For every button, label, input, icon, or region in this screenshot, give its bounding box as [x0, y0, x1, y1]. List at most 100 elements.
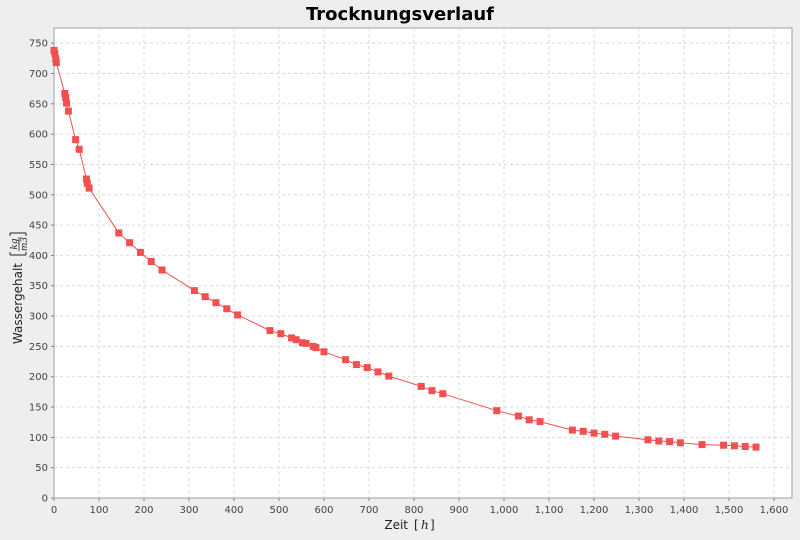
plot-area [53, 27, 793, 499]
data-point [147, 258, 155, 265]
x-tick-label: 1,000 [490, 505, 519, 516]
y-tick-label: 500 [29, 190, 48, 201]
x-tick-label: 900 [449, 505, 468, 516]
y-tick-label: 550 [29, 160, 48, 171]
x-axis-label: Zeit [384, 518, 408, 532]
x-tick-label: 400 [224, 505, 243, 516]
x-tick-label: 1,600 [760, 505, 789, 516]
x-axis-unit-bracket-right: ] [430, 518, 435, 532]
y-tick-label: 650 [29, 99, 48, 110]
series-wassergehalt [50, 46, 760, 451]
data-point [741, 443, 749, 450]
data-point [52, 59, 60, 67]
x-tick-label: 1,500 [715, 505, 744, 516]
x-tick-label: 1,100 [535, 505, 564, 516]
data-point [298, 339, 306, 347]
data-point [363, 364, 371, 372]
y-tick-label: 100 [29, 433, 48, 444]
x-tick-label: 1,300 [625, 505, 654, 516]
data-point [223, 305, 231, 313]
data-point [676, 439, 684, 447]
x-tick-label: 300 [179, 505, 198, 516]
data-point [385, 372, 393, 380]
y-axis-unit-numerator: kg [10, 238, 20, 249]
data-point [666, 438, 674, 446]
data-point [201, 293, 209, 301]
data-point [234, 311, 242, 319]
data-point [320, 348, 328, 356]
y-axis-unit: kg m3 [9, 232, 30, 256]
grid-lines [54, 28, 792, 498]
x-tick-label: 0 [51, 505, 57, 516]
x-tick-label: 1,400 [670, 505, 699, 516]
data-point [655, 437, 663, 445]
data-point [62, 94, 70, 102]
data-point [61, 90, 69, 97]
y-tick-label: 50 [35, 463, 48, 474]
y-tick-label: 150 [29, 403, 48, 414]
data-point [83, 179, 91, 187]
series-line [53, 50, 757, 448]
x-tick-label: 500 [269, 505, 288, 516]
y-tick-label: 350 [29, 281, 48, 292]
data-point [158, 266, 166, 274]
x-tick-label: 600 [314, 505, 333, 516]
data-point [292, 336, 300, 344]
data-point [136, 248, 144, 256]
data-point [590, 429, 598, 437]
y-tick-label: 750 [29, 39, 48, 50]
data-point [417, 382, 425, 390]
y-axis-title: Wassergehalt kg m3 [9, 232, 30, 344]
data-point [85, 184, 93, 192]
y-tick-label: 450 [29, 221, 48, 232]
y-tick-label: 600 [29, 130, 48, 141]
data-point [536, 418, 544, 426]
y-tick-label: 0 [42, 494, 48, 505]
y-tick-label: 300 [29, 312, 48, 323]
data-point [752, 443, 760, 451]
y-tick-label: 200 [29, 372, 48, 383]
chart-title: Trocknungsverlauf [306, 4, 494, 25]
y-tick-label: 400 [29, 251, 48, 262]
data-point [51, 50, 59, 57]
data-point [428, 387, 436, 395]
data-point [352, 361, 360, 369]
data-point [115, 229, 123, 237]
data-point [698, 441, 706, 449]
y-tick-label: 700 [29, 69, 48, 80]
data-point [720, 441, 728, 449]
x-tick-label: 700 [359, 505, 378, 516]
x-tick-label: 200 [134, 505, 153, 516]
data-point [493, 407, 501, 415]
data-point [52, 55, 60, 63]
data-point [374, 368, 382, 376]
data-point [126, 239, 134, 247]
data-point [266, 327, 274, 335]
data-point [72, 136, 80, 144]
data-point [612, 432, 620, 440]
x-tick-label: 1,200 [580, 505, 609, 516]
data-point [64, 107, 72, 115]
data-point [579, 427, 587, 435]
data-point [312, 344, 320, 352]
data-point [212, 299, 220, 307]
data-point [568, 426, 576, 434]
data-point [730, 442, 738, 450]
data-point [277, 330, 285, 338]
y-axis-label: Wassergehalt [11, 263, 25, 344]
x-axis-unit-bracket-left: [ [414, 518, 419, 532]
data-point [302, 339, 310, 347]
data-point [75, 145, 83, 153]
data-point [288, 334, 296, 342]
x-axis-title: Zeit [ h ] [384, 518, 434, 532]
data-point [644, 436, 652, 444]
axes: 0 50 100 150 200 250 300 350 400 450 500 550 600 650 7… [29, 39, 788, 516]
data-point [439, 390, 447, 398]
y-axis-unit-denominator: m3 [20, 237, 30, 252]
data-point [82, 175, 90, 183]
x-tick-label: 800 [404, 505, 423, 516]
x-tick-label: 100 [89, 505, 108, 516]
data-point [342, 356, 350, 364]
x-axis-unit: h [421, 518, 429, 532]
